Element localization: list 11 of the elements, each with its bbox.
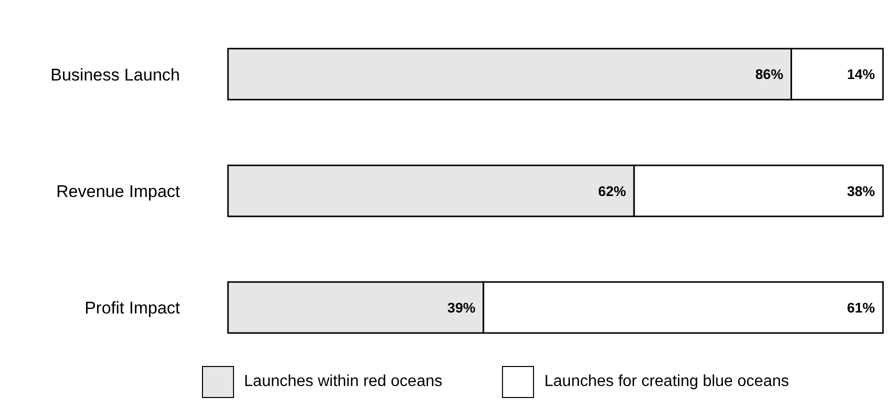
data-label: 38%	[846, 182, 876, 199]
legend-label: Launches for creating blue oceans	[544, 373, 789, 391]
data-label: 39%	[447, 300, 476, 316]
y-tick-label: Revenue Impact	[56, 182, 180, 202]
data-label: 61%	[846, 300, 876, 316]
legend-label: Launches within red oceans	[244, 373, 442, 391]
data-label: 86%	[755, 66, 784, 82]
y-tick-label: Profit Impact	[84, 298, 180, 318]
data-label: 14%	[846, 66, 876, 82]
y-tick-label: Business Launch	[50, 65, 180, 84]
data-label: 62%	[598, 182, 627, 199]
